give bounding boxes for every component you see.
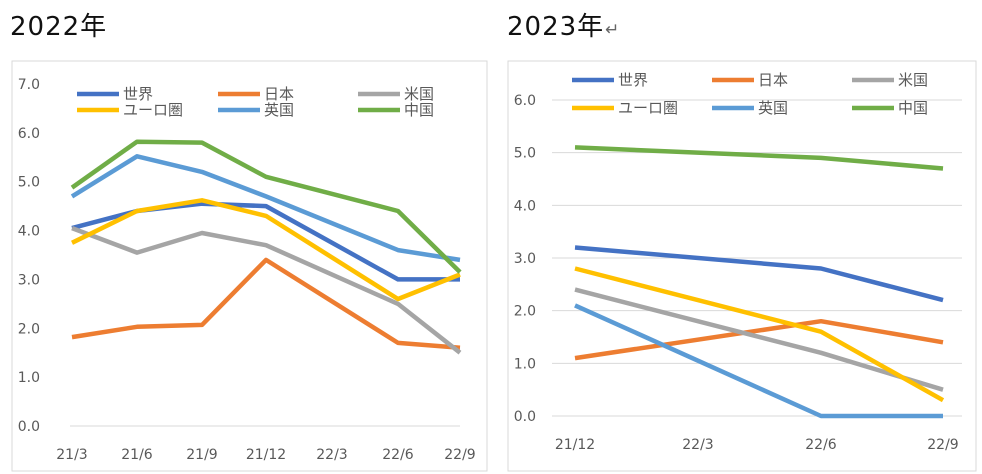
chart-2022-series-line [71, 257, 461, 351]
chart-2022-frame [11, 60, 488, 472]
chart-2023-y-tick-label: 1.0 [514, 356, 536, 372]
chart-2023-frame [507, 60, 977, 472]
chart-2022-series-line [71, 198, 461, 302]
chart-2022-legend-label: 米国 [404, 85, 434, 103]
chart-2022-y-tick-label: 6.0 [18, 126, 40, 142]
chart-2022-y-tick-label: 4.0 [18, 224, 40, 240]
chart-2023-series-line [574, 303, 943, 419]
chart-2022-x-tick-label: 22/6 [382, 447, 414, 463]
chart-2023-y-tick-label: 3.0 [514, 251, 536, 267]
chart-2023-y-tick-label: 2.0 [514, 304, 536, 320]
chart-2023-legend-label: 中国 [898, 99, 928, 117]
chart-2022-legend-label: 日本 [264, 85, 294, 103]
chart-2022-x-tick-label: 21/9 [186, 447, 217, 463]
chart-2023-legend-label: 世界 [618, 71, 648, 89]
chart-2022-y-tick-label: 3.0 [18, 272, 40, 288]
chart-2023-heading: 2023年↵ [507, 6, 620, 43]
chart-2022-series-line [70, 154, 461, 263]
chart-2023-legend-label: 日本 [758, 71, 788, 89]
chart-2022-series-line [71, 225, 462, 355]
chart-2022-x-tick-label: 22/9 [444, 447, 475, 463]
chart-2022-legend-label: 中国 [404, 101, 434, 119]
chart-2023-x-tick-label: 22/6 [805, 437, 837, 453]
chart-2022-y-tick-label: 2.0 [18, 321, 40, 337]
chart-2022-x-tick-label: 21/3 [56, 447, 87, 463]
chart-2022-x-tick-label: 22/3 [316, 447, 347, 463]
chart-2022-y-tick-label: 5.0 [18, 175, 40, 191]
return-mark-icon: ↵ [605, 20, 621, 40]
chart-2023-legend-label: ユーロ圏 [618, 99, 678, 117]
chart-2023-series-line [574, 145, 944, 171]
chart-2023-y-tick-label: 6.0 [514, 93, 536, 109]
chart-2023-x-tick-label: 22/9 [927, 437, 958, 453]
chart-2023-legend-label: 英国 [758, 99, 788, 117]
chart-2023-x-tick-label: 22/3 [682, 437, 713, 453]
chart-2023-x-tick-label: 21/12 [555, 437, 595, 453]
chart-2022-x-tick-label: 21/6 [121, 447, 153, 463]
chart-2023-y-tick-label: 4.0 [514, 198, 536, 214]
chart-2022-heading-text: 2022年 [10, 12, 108, 42]
chart-2023-series-line [574, 266, 945, 403]
chart-2023-legend-label: 米国 [898, 71, 928, 89]
chart-2023-series-line [574, 245, 944, 303]
chart-2023-y-tick-label: 0.0 [514, 409, 536, 425]
chart-2022-legend-label: 英国 [264, 101, 294, 119]
chart-2022-y-tick-label: 7.0 [18, 77, 40, 93]
chart-2023-y-tick-label: 5.0 [514, 146, 536, 162]
chart-2022-y-tick-label: 0.0 [18, 419, 40, 435]
chart-2023-heading-text: 2023年 [507, 12, 605, 42]
chart-2022-x-tick-label: 21/12 [246, 447, 286, 463]
chart-2022-y-tick-label: 1.0 [18, 370, 40, 386]
chart-2023-series-line [574, 318, 944, 361]
chart-2022-heading: 2022年 [10, 6, 107, 43]
chart-2022-legend-label: ユーロ圏 [123, 101, 183, 119]
chart-2022-legend-label: 世界 [123, 85, 153, 103]
chart-2022-series-line [70, 139, 462, 274]
